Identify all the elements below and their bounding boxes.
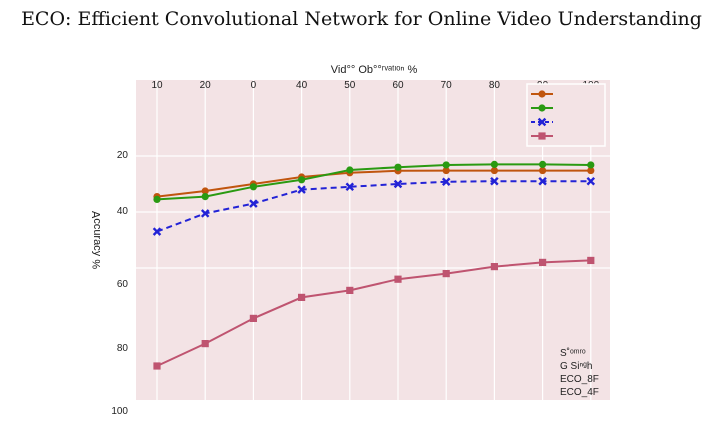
- data-point: [586, 176, 596, 186]
- y-tick-label: 20: [117, 150, 129, 161]
- data-point: [539, 160, 547, 168]
- data-point: [153, 195, 161, 203]
- series-group: [152, 160, 596, 370]
- data-point: [393, 179, 403, 189]
- data-point: [394, 275, 402, 283]
- data-point: [249, 183, 257, 191]
- series-4: [153, 256, 595, 370]
- data-point: [442, 166, 450, 175]
- data-point: [249, 199, 258, 208]
- data-point: [394, 163, 402, 171]
- data-point: [441, 177, 451, 187]
- data-point: [587, 161, 595, 169]
- y-axis-label: % ʎɔɐɹnɔɔ∀: [91, 210, 103, 269]
- legend-label-2: G Siⁿᵍh: [560, 361, 593, 372]
- data-point: [152, 227, 162, 236]
- legend-label-3: ECO_8F: [560, 374, 599, 385]
- x-tick-label: 50: [344, 80, 356, 91]
- data-point: [297, 185, 306, 194]
- data-point: [490, 160, 498, 168]
- x-tick-label: 60: [392, 80, 404, 91]
- data-point: [538, 176, 547, 186]
- data-point: [539, 166, 547, 175]
- x-tick-label: 10: [151, 80, 163, 91]
- legend-label-1: S˚ᵒᵐʳᵒ: [560, 348, 586, 359]
- data-point: [442, 270, 450, 278]
- data-point: [346, 286, 354, 294]
- legend: [526, 83, 606, 147]
- legend-handle-3: [531, 117, 553, 127]
- x-tick-label: 40: [296, 80, 308, 91]
- data-point: [346, 166, 354, 174]
- data-point: [490, 166, 498, 175]
- y-tick-label: 80: [117, 343, 129, 354]
- y-tick-label: 100: [111, 406, 128, 417]
- series-line: [156, 163, 591, 201]
- legend-marker: [537, 117, 547, 127]
- legend-handles: [531, 90, 553, 140]
- data-point: [201, 187, 209, 195]
- series-line: [156, 180, 591, 233]
- legend-labels: S˚ᵒᵐʳᵒ G Siⁿᵍh ECO_8F ECO_4F: [560, 347, 599, 399]
- series-2: [153, 160, 595, 203]
- legend-handle-4: [531, 132, 553, 140]
- data-point: [153, 362, 161, 370]
- data-point: [490, 263, 498, 271]
- x-tick-label: 70: [441, 80, 453, 91]
- data-point: [249, 314, 257, 322]
- page-title: ECO: Efficient Convolutional Network for…: [21, 8, 702, 30]
- data-point: [345, 182, 355, 192]
- data-point: [201, 340, 209, 348]
- data-point: [587, 256, 595, 265]
- legend-label-4: ECO_4F: [560, 387, 599, 398]
- y-tick-label: 40: [117, 206, 129, 217]
- data-point: [200, 209, 210, 218]
- legend-marker: [538, 104, 546, 112]
- data-point: [298, 293, 306, 301]
- data-point: [442, 161, 450, 169]
- x-tick-label: 0: [251, 80, 257, 91]
- data-point: [298, 176, 306, 184]
- legend-marker: [538, 90, 546, 98]
- y-tick-label: 60: [117, 279, 129, 290]
- data-point: [539, 258, 547, 266]
- data-point: [490, 176, 499, 186]
- legend-marker: [538, 132, 546, 140]
- series-3: [152, 176, 596, 236]
- legend-handle-2: [531, 104, 553, 112]
- series-line: [156, 259, 591, 367]
- data-point: [201, 193, 209, 201]
- x-tick-label: 20: [200, 80, 212, 91]
- legend-handle-1: [531, 90, 553, 98]
- series-line: [156, 169, 591, 198]
- data-point: [587, 166, 595, 175]
- x-tick-label: 80: [489, 80, 501, 91]
- x-axis-label: Vid°° Ob°°ʳᵛᵃᵗᶦᵒⁿ %: [331, 64, 418, 76]
